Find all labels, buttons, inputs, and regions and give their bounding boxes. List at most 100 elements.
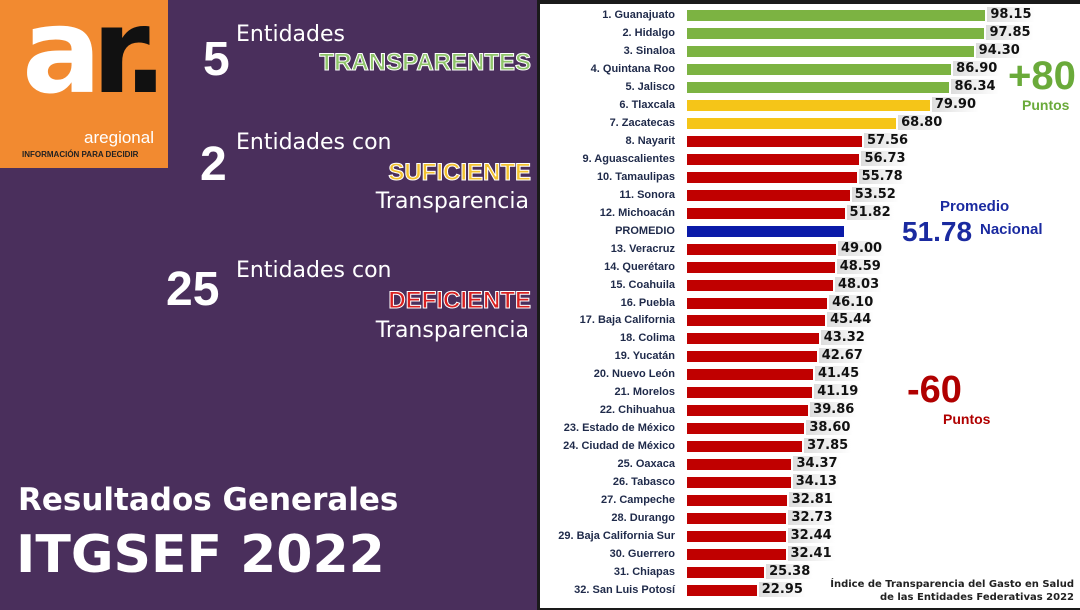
bar	[687, 99, 930, 111]
bar-value: 97.85	[986, 24, 1034, 40]
bar-value: 32.44	[787, 528, 835, 544]
bar-row: 4. Quintana Roo 86.90	[540, 60, 1080, 79]
bar-value: 32.41	[787, 546, 835, 562]
bar	[687, 387, 813, 399]
bar-value: 86.34	[951, 78, 999, 94]
bar-row: 29. Baja California Sur 32.44	[540, 528, 1080, 546]
bar	[687, 135, 862, 147]
bar-label: 29. Baja California Sur	[558, 530, 675, 543]
bar-row: 25. Oaxaca 34.37	[540, 456, 1080, 474]
bar-label: 6. Tlaxcala	[619, 98, 675, 111]
bar-row: 28. Durango 32.73	[540, 510, 1080, 528]
bar-value: 46.10	[829, 294, 877, 310]
bar-row: 20. Nuevo León 41.45	[540, 366, 1080, 384]
bar-row: 18. Colima 43.32	[540, 330, 1080, 348]
bar-value: 48.03	[835, 276, 883, 292]
bar-label: 32. San Luis Potosí	[574, 584, 675, 597]
transparent-category: TRANSPARENTES	[319, 49, 532, 77]
bar	[687, 153, 860, 165]
bar	[687, 423, 805, 435]
sufficient-count: 2	[200, 138, 227, 191]
deficient-text: Entidades con	[236, 258, 392, 283]
bar-row: 8. Nayarit 57.56	[540, 132, 1080, 151]
bar-row: 23. Estado de México 38.60	[540, 420, 1080, 438]
deficient-suffix: Transparencia	[375, 318, 529, 343]
bar-row: PROMEDIO	[540, 223, 1080, 241]
bar-value: 94.30	[975, 42, 1023, 58]
bar-value: 49.00	[837, 240, 886, 256]
bar-label: 14. Querétaro	[604, 260, 675, 273]
bar-value: 98.15	[987, 7, 1035, 22]
transparent-count: 5	[203, 33, 230, 86]
bar	[687, 477, 791, 489]
bar-label: 10. Tamaulipas	[596, 170, 675, 183]
bar-label: 23. Estado de México	[563, 422, 675, 435]
bar	[687, 279, 833, 291]
bar-row: 31. Chiapas 25.38	[540, 564, 1080, 582]
bar-value: 25.38	[766, 564, 814, 580]
bar	[687, 117, 897, 129]
bar-label: 19. Yucatán	[614, 350, 675, 363]
bar-value: 34.37	[793, 456, 841, 472]
bar-value: 68.80	[898, 114, 946, 130]
bar-row: 14. Querétaro 48.59	[540, 258, 1080, 277]
bar-row: 27. Campeche 32.81	[540, 492, 1080, 510]
bar-row: 5. Jalisco 86.34	[540, 78, 1080, 97]
bar	[687, 405, 809, 417]
sufficient-suffix: Transparencia	[375, 189, 529, 214]
bar	[687, 225, 845, 237]
bar-label: 2. Hidalgo	[622, 26, 675, 39]
bar-row: 6. Tlaxcala 79.90	[540, 96, 1080, 115]
bar-label: 18. Colima	[619, 332, 675, 345]
transparent-text: Entidades	[236, 22, 345, 47]
bar-value: 57.56	[863, 132, 912, 148]
bar-row: 17. Baja California 45.44	[540, 312, 1080, 330]
bar-value: 43.32	[820, 330, 868, 346]
bar-row: 11. Sonora 53.52	[540, 186, 1080, 205]
bar	[687, 297, 828, 309]
bar-row: 16. Puebla 46.10	[540, 294, 1080, 313]
bar-row: 21. Morelos 41.19	[540, 384, 1080, 402]
bar-label: 1. Guanajuato	[602, 9, 675, 21]
bar-row: 15. Coahuila 48.03	[540, 276, 1080, 295]
bottom-points-label: Puntos	[943, 411, 991, 427]
bar	[687, 243, 836, 255]
bar-row: 2. Hidalgo 97.85	[540, 24, 1080, 43]
bar-label: 31. Chiapas	[613, 566, 675, 579]
bar-row: 24. Ciudad de México 37.85	[540, 438, 1080, 456]
bar	[687, 351, 817, 363]
bar	[687, 27, 985, 39]
summary-panel: ar. aregional INFORMACIÓN PARA DECIDIR 5…	[0, 0, 537, 610]
bar-value: 39.86	[810, 402, 858, 418]
bar-value: 51.82	[846, 204, 894, 220]
average-value: 51.78	[902, 216, 973, 247]
bar-row: 30. Guerrero 32.41	[540, 546, 1080, 564]
bar-label: 28. Durango	[611, 512, 675, 525]
bar	[687, 207, 845, 219]
bar	[687, 585, 757, 597]
bar-value: 53.52	[851, 186, 899, 202]
bar	[687, 63, 952, 75]
bar-value: 86.90	[953, 60, 1001, 76]
bar-label: 24. Ciudad de México	[563, 440, 675, 453]
bar-value: 34.13	[792, 474, 840, 490]
bar-value: 48.59	[836, 258, 884, 274]
bar-value: 41.45	[815, 366, 863, 382]
bar-value: 37.85	[804, 438, 852, 454]
bar-row: 7. Zacatecas 68.80	[540, 114, 1080, 133]
deficient-count: 25	[166, 263, 220, 316]
average-label-2: Nacional	[980, 221, 1043, 238]
bar	[687, 45, 974, 57]
bar-label: 4. Quintana Roo	[590, 62, 675, 75]
bar-label: 12. Michoacán	[599, 206, 675, 219]
sufficient-text: Entidades con	[236, 130, 392, 155]
bar	[687, 81, 950, 93]
bar-value: 41.19	[814, 384, 862, 400]
bar-row: 3. Sinaloa 94.30	[540, 42, 1080, 61]
results-heading: Resultados Generales	[18, 482, 399, 518]
bar-value: 38.60	[806, 420, 854, 436]
bar-label: 13. Veracruz	[610, 242, 675, 255]
bar-value: 22.95	[758, 582, 806, 598]
bar-label: 17. Baja California	[579, 314, 675, 327]
top-points-label: Puntos	[1022, 97, 1070, 113]
